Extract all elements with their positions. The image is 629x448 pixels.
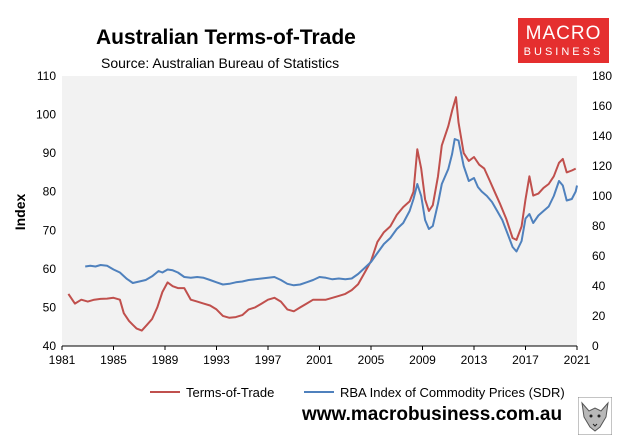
chart-subtitle: Source: Australian Bureau of Statistics [101, 55, 340, 71]
y-tick-label: 80 [43, 185, 57, 199]
logo-line-1: MACRO [525, 23, 602, 44]
x-tick-label: 1981 [49, 353, 76, 367]
x-tick-label: 2021 [564, 353, 591, 367]
y2-tick-label: 0 [592, 339, 599, 353]
y2-tick-label: 180 [592, 69, 612, 83]
y2-tick-label: 140 [592, 129, 612, 143]
x-tick-label: 2001 [306, 353, 333, 367]
x-tick-label: 1997 [255, 353, 282, 367]
y2-tick-label: 120 [592, 159, 612, 173]
x-tick-label: 2009 [409, 353, 436, 367]
x-tick-label: 2013 [461, 353, 488, 367]
chart-title: Australian Terms-of-Trade [96, 26, 356, 49]
website-url: www.macrobusiness.com.au [302, 404, 563, 425]
series-line-terms-of-trade [67, 96, 577, 332]
y-tick-label: 50 [43, 300, 57, 314]
y2-tick-label: 80 [592, 219, 606, 233]
legend-swatch-blue [304, 391, 334, 393]
y-tick-label: 90 [43, 146, 57, 160]
y2-tick-label: 60 [592, 249, 606, 263]
y-tick-label: 40 [43, 339, 57, 353]
logo-line-2: BUSINESS [523, 46, 604, 58]
y-tick-label: 60 [43, 262, 57, 276]
plot-area [62, 76, 577, 346]
y-tick-label: 110 [37, 69, 56, 83]
x-tick-label: 1993 [203, 353, 230, 367]
y2-tick-label: 40 [592, 279, 606, 293]
y-axis-label: Index [12, 194, 28, 231]
x-tick-label: 2017 [512, 353, 539, 367]
y2-tick-label: 20 [592, 309, 606, 323]
x-tick-label: 2005 [358, 353, 385, 367]
macrobusiness-logo: MACRO BUSINESS [518, 18, 609, 63]
legend-item-commodity-prices: RBA Index of Commodity Prices (SDR) [304, 385, 565, 400]
legend-item-terms-of-trade: Terms-of-Trade [150, 385, 274, 400]
y2-tick-label: 160 [592, 99, 612, 113]
fox-logo-icon [578, 397, 612, 435]
legend-label: Terms-of-Trade [186, 384, 275, 400]
chart-legend: Terms-of-Trade RBA Index of Commodity Pr… [150, 381, 591, 400]
legend-swatch-red [150, 391, 180, 393]
y-tick-label: 70 [43, 223, 57, 237]
x-tick-label: 1985 [100, 353, 127, 367]
y2-tick-label: 100 [592, 189, 612, 203]
series-line-commodity-prices [85, 138, 578, 287]
x-tick-label: 1989 [152, 353, 179, 367]
y-tick-label: 100 [36, 108, 56, 122]
legend-label: RBA Index of Commodity Prices (SDR) [340, 384, 565, 400]
